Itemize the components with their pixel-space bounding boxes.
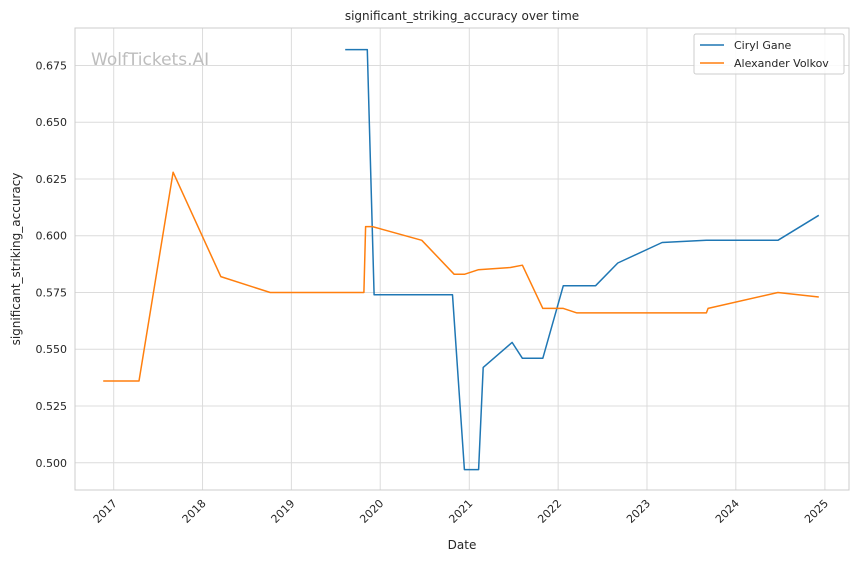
grid-lines (75, 28, 849, 490)
chart-title: significant_striking_accuracy over time (345, 9, 579, 23)
tick-labels: 0.500 0.525 0.550 0.575 0.600 0.625 0.650 0.675… (36, 59, 832, 525)
x-tick-label: 2022 (535, 497, 564, 526)
x-tick-label: 2023 (624, 497, 653, 526)
y-tick-label: 0.600 (36, 230, 68, 243)
x-tick-label: 2021 (446, 497, 475, 526)
series-line-ciryl-gane (345, 48, 820, 471)
y-tick-label: 0.675 (36, 59, 68, 72)
x-tick-label: 2025 (802, 497, 831, 526)
series-lines (103, 48, 820, 471)
x-tick-label: 2024 (713, 497, 742, 526)
legend-box (693, 33, 845, 75)
y-tick-label: 0.500 (36, 457, 68, 470)
y-tick-label: 0.575 (36, 286, 68, 299)
y-tick-label: 0.525 (36, 400, 68, 413)
x-tick-label: 2020 (357, 497, 386, 526)
y-tick-label: 0.550 (36, 343, 68, 356)
legend-label-alexander-volkov: Alexander Volkov (734, 57, 829, 70)
legend-label-ciryl-gane: Ciryl Gane (734, 39, 792, 52)
x-tick-label: 2019 (269, 497, 298, 526)
y-tick-label: 0.650 (36, 116, 68, 129)
x-tick-label: 2017 (91, 497, 120, 526)
x-axis-title: Date (448, 538, 477, 552)
y-tick-label: 0.625 (36, 173, 68, 186)
x-tick-label: 2018 (180, 497, 209, 526)
plot-frame (74, 27, 850, 491)
series-line-alexander-volkov (103, 171, 819, 382)
watermark: WolfTickets.AI (91, 50, 209, 70)
legend: Ciryl Gane Alexander Volkov (693, 33, 845, 75)
y-axis-title: significant_striking_accuracy (9, 173, 23, 346)
